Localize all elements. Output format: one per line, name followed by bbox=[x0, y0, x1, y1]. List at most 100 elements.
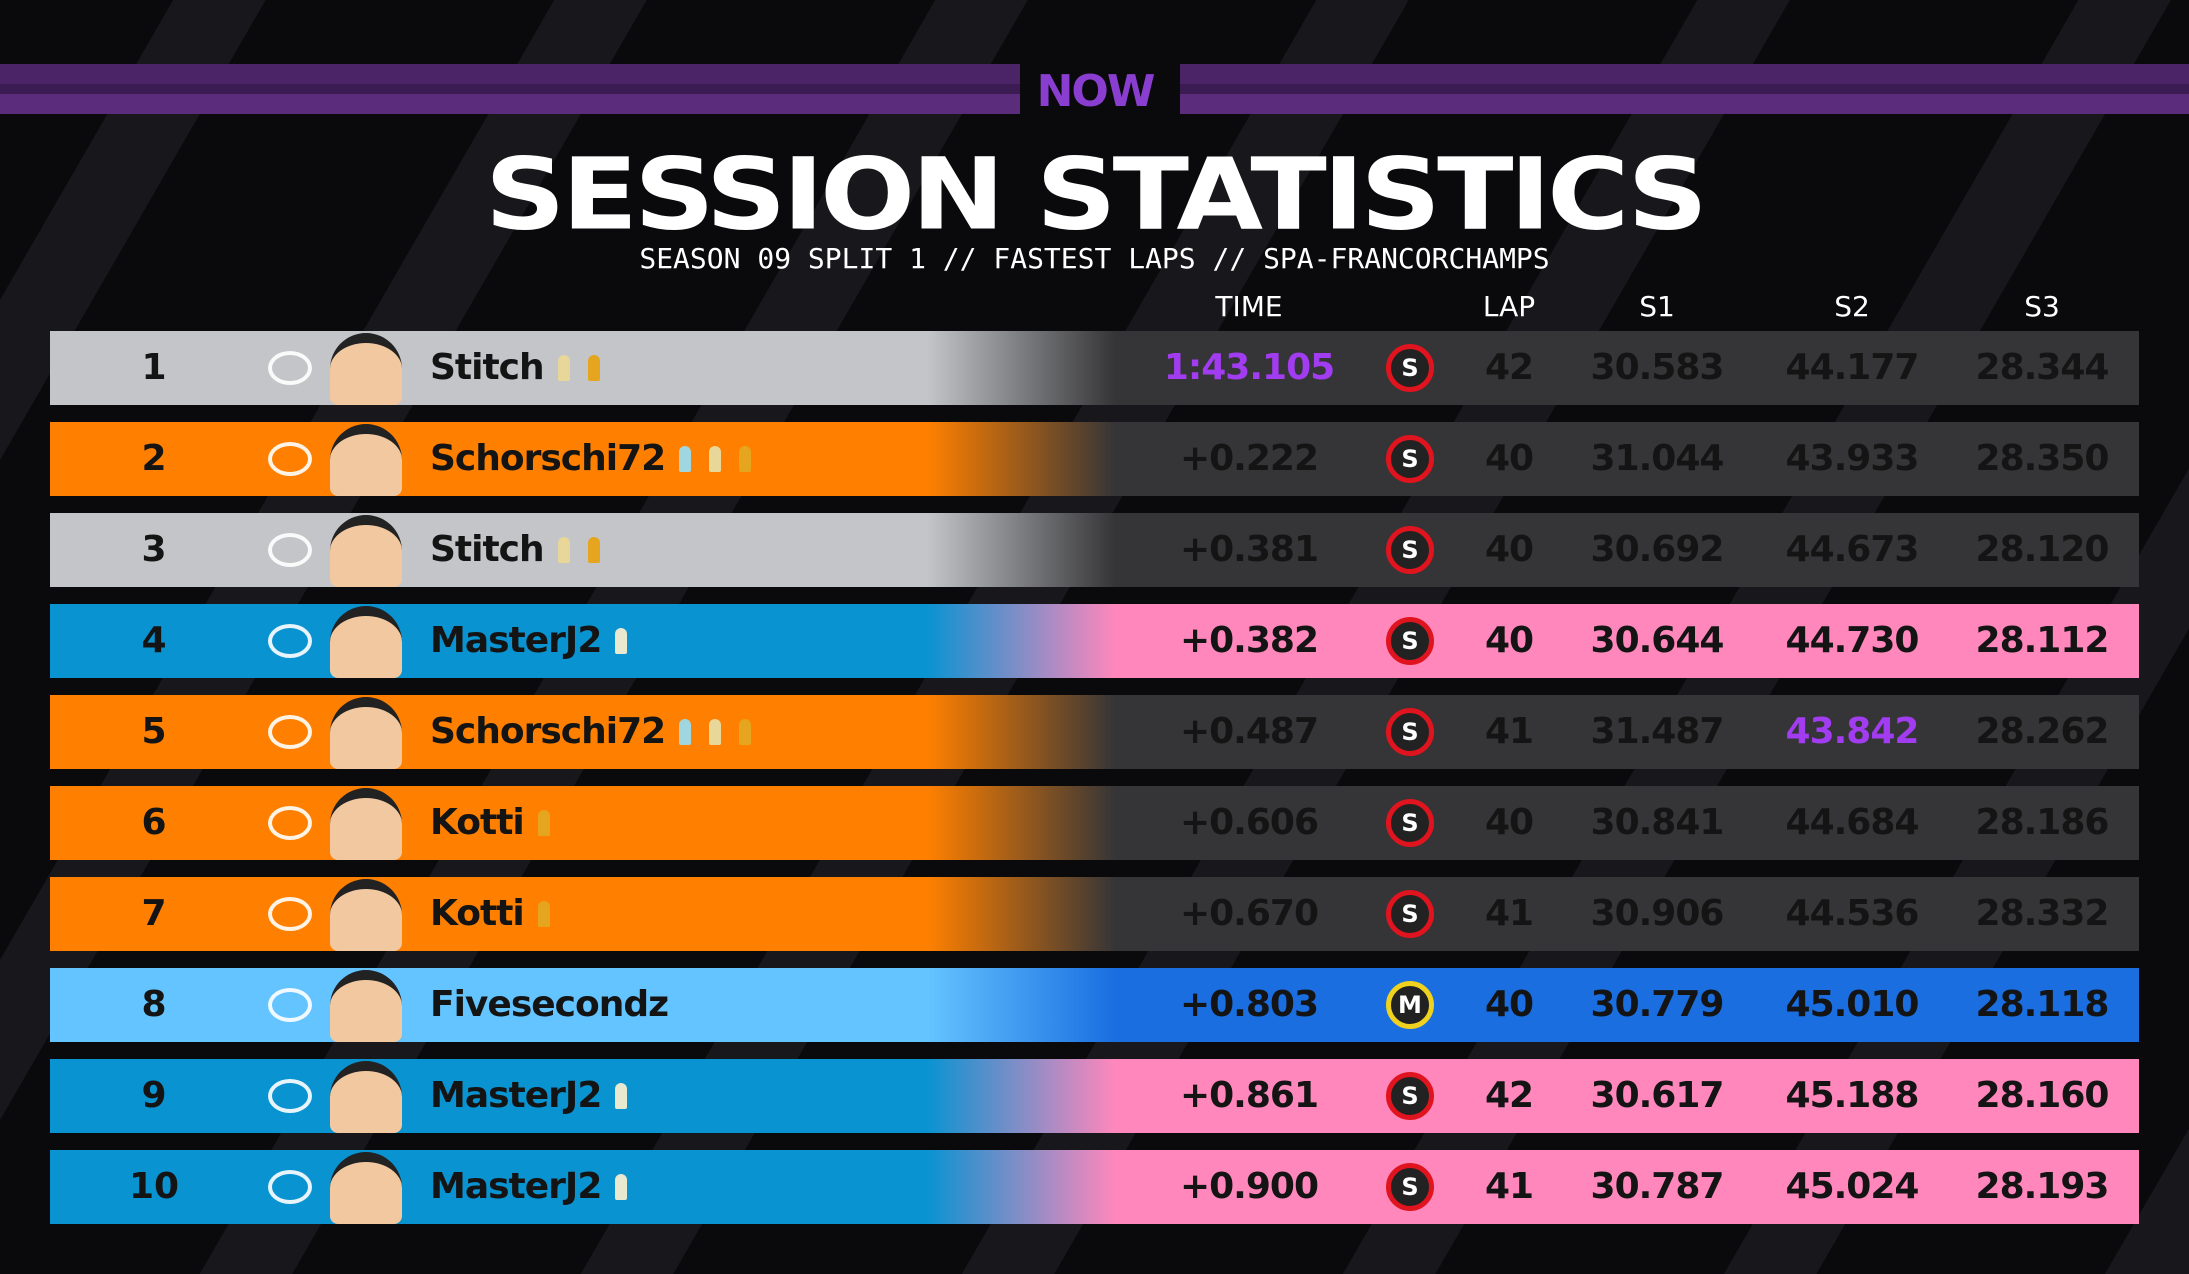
s1-value: 30.644 bbox=[1590, 620, 1725, 661]
lap-value: 40 bbox=[1484, 529, 1534, 570]
time-value: +0.803 bbox=[1179, 984, 1319, 1025]
team-logo bbox=[268, 1170, 312, 1204]
result-row: 10 MasterJ2 +0.900 41 30.787 45.024 28.193 S bbox=[50, 1150, 2139, 1224]
lap-value: 40 bbox=[1484, 438, 1534, 479]
result-row: 9 MasterJ2 +0.861 42 30.617 45.188 28.160 S bbox=[50, 1059, 2139, 1133]
tyre-compound: S bbox=[1386, 435, 1434, 483]
s3-value: 28.160 bbox=[1975, 1075, 2110, 1116]
tyre-compound: S bbox=[1386, 526, 1434, 574]
team-logo bbox=[268, 351, 312, 385]
lap-value: 41 bbox=[1484, 711, 1534, 752]
time-value: +0.900 bbox=[1179, 1166, 1319, 1207]
trophy-icon bbox=[739, 446, 752, 472]
driver-name: Kotti bbox=[430, 893, 525, 934]
tyre-compound: S bbox=[1386, 799, 1434, 847]
column-header: S1 bbox=[1639, 290, 1675, 323]
tyre-compound: S bbox=[1386, 617, 1434, 665]
time-value: 1:43.105 bbox=[1163, 347, 1335, 388]
trophy-icon bbox=[679, 446, 692, 472]
lap-value: 40 bbox=[1484, 620, 1534, 661]
s3-value: 28.118 bbox=[1975, 984, 2110, 1025]
time-value: +0.382 bbox=[1179, 620, 1319, 661]
logo: NOW bbox=[1036, 66, 1156, 117]
subtitle: SEASON 09 SPLIT 1 // FASTEST LAPS // SPA… bbox=[639, 242, 1550, 275]
title: SESSION STATISTICS bbox=[484, 137, 1708, 253]
s1-value: 30.841 bbox=[1590, 802, 1725, 843]
lap-value: 41 bbox=[1484, 1166, 1534, 1207]
driver-name: MasterJ2 bbox=[430, 620, 602, 661]
trophy-icon bbox=[557, 537, 570, 563]
driver-avatar bbox=[330, 424, 402, 496]
team-logo bbox=[268, 624, 312, 658]
position: 8 bbox=[141, 984, 167, 1025]
lap-value: 42 bbox=[1484, 1075, 1534, 1116]
trophy-icon bbox=[709, 446, 722, 472]
tyre-compound: M bbox=[1386, 981, 1434, 1029]
position: 7 bbox=[141, 893, 167, 934]
driver-name: Kotti bbox=[430, 802, 525, 843]
trophy-icon bbox=[615, 628, 628, 654]
header-band bbox=[1180, 64, 2189, 114]
s3-value: 28.344 bbox=[1975, 347, 2110, 388]
team-logo bbox=[268, 715, 312, 749]
s3-value: 28.120 bbox=[1975, 529, 2110, 570]
s1-value: 31.044 bbox=[1590, 438, 1725, 479]
trophy-icon bbox=[709, 719, 722, 745]
team-logo bbox=[268, 897, 312, 931]
column-header: S3 bbox=[2024, 290, 2060, 323]
lap-value: 40 bbox=[1484, 802, 1534, 843]
s2-value: 44.177 bbox=[1785, 347, 1920, 388]
s2-value: 45.024 bbox=[1785, 1166, 1920, 1207]
time-value: +0.222 bbox=[1179, 438, 1319, 479]
s2-value: 45.010 bbox=[1785, 984, 1920, 1025]
s3-value: 28.193 bbox=[1975, 1166, 2110, 1207]
trophy-icon bbox=[587, 537, 600, 563]
position: 6 bbox=[141, 802, 167, 843]
driver-avatar bbox=[330, 1152, 402, 1224]
driver-name: MasterJ2 bbox=[430, 1075, 602, 1116]
time-value: +0.670 bbox=[1179, 893, 1319, 934]
s1-value: 31.487 bbox=[1590, 711, 1725, 752]
driver-avatar bbox=[330, 606, 402, 678]
driver-name: Stitch bbox=[430, 347, 545, 388]
s3-value: 28.350 bbox=[1975, 438, 2110, 479]
trophy-icon bbox=[537, 810, 550, 836]
s1-value: 30.692 bbox=[1590, 529, 1725, 570]
result-row: 7 Kotti +0.670 41 30.906 44.536 28.332 S bbox=[50, 877, 2139, 951]
trophy-icon bbox=[537, 901, 550, 927]
position: 10 bbox=[128, 1166, 180, 1207]
trophy-icon bbox=[615, 1083, 628, 1109]
tyre-compound: S bbox=[1386, 1072, 1434, 1120]
time-value: +0.381 bbox=[1179, 529, 1319, 570]
column-header: TIME bbox=[1215, 290, 1283, 323]
s2-value: 44.673 bbox=[1785, 529, 1920, 570]
team-logo bbox=[268, 988, 312, 1022]
trophy-icon bbox=[679, 719, 692, 745]
driver-avatar bbox=[330, 879, 402, 951]
s1-value: 30.617 bbox=[1590, 1075, 1725, 1116]
result-row: 4 MasterJ2 +0.382 40 30.644 44.730 28.112 S bbox=[50, 604, 2139, 678]
s2-value: 44.536 bbox=[1785, 893, 1920, 934]
position: 3 bbox=[141, 529, 167, 570]
driver-name: MasterJ2 bbox=[430, 1166, 602, 1207]
s2-value: 44.730 bbox=[1785, 620, 1920, 661]
s3-value: 28.262 bbox=[1975, 711, 2110, 752]
time-value: +0.487 bbox=[1179, 711, 1319, 752]
team-logo bbox=[268, 1079, 312, 1113]
tyre-compound: S bbox=[1386, 708, 1434, 756]
driver-avatar bbox=[330, 697, 402, 769]
driver-name: Stitch bbox=[430, 529, 545, 570]
trophy-icon bbox=[587, 355, 600, 381]
lap-value: 42 bbox=[1484, 347, 1534, 388]
s1-value: 30.779 bbox=[1590, 984, 1725, 1025]
position: 1 bbox=[141, 347, 167, 388]
tyre-compound: S bbox=[1386, 344, 1434, 392]
lap-value: 40 bbox=[1484, 984, 1534, 1025]
s3-value: 28.186 bbox=[1975, 802, 2110, 843]
result-row: 1 Stitch 1:43.105 42 30.583 44.177 28.344 S bbox=[50, 331, 2139, 405]
time-value: +0.861 bbox=[1179, 1075, 1319, 1116]
position: 4 bbox=[141, 620, 167, 661]
lap-value: 41 bbox=[1484, 893, 1534, 934]
column-header: LAP bbox=[1482, 290, 1536, 323]
